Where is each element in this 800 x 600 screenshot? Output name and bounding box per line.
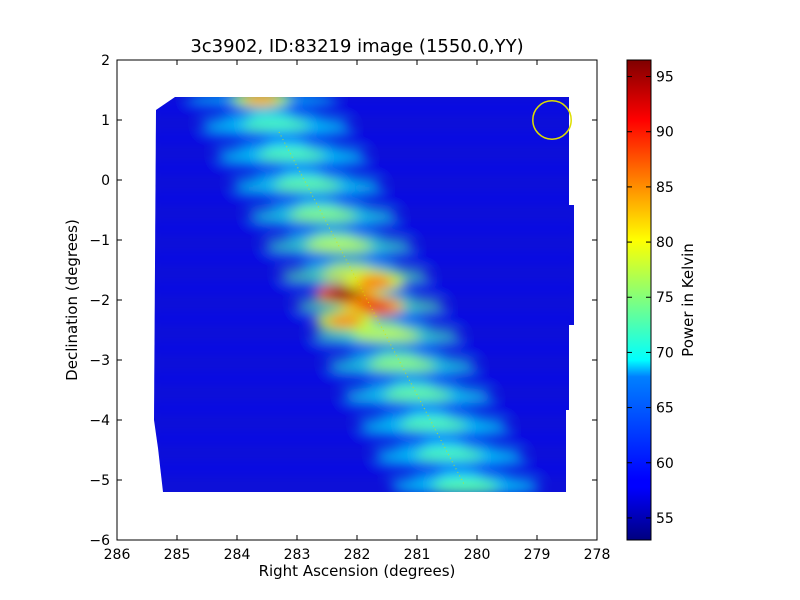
colorbar-tick-label: 65 — [656, 401, 674, 417]
chart-title: 3c3902, ID:83219 image (1550.0,YY) — [190, 36, 523, 57]
hotspot — [243, 97, 279, 105]
x-tick-label: 281 — [404, 547, 431, 563]
colorbar-tick-label: 55 — [656, 511, 674, 527]
y-tick-label: −6 — [89, 533, 110, 549]
x-tick-label: 284 — [224, 547, 251, 563]
heatmap — [154, 97, 574, 492]
heatmap-core — [432, 484, 501, 492]
x-tick-label: 286 — [104, 547, 131, 563]
heatmap-stripe — [154, 253, 574, 263]
y-tick-label: 1 — [101, 113, 110, 129]
x-tick-label: 282 — [344, 547, 371, 563]
x-tick-label: 283 — [284, 547, 311, 563]
colorbar-tick-label: 75 — [656, 290, 674, 306]
y-tick-label: −5 — [89, 473, 110, 489]
y-tick-label: 2 — [101, 53, 110, 69]
x-tick-label: 279 — [524, 547, 551, 563]
heatmap-stripe — [154, 163, 574, 173]
colorbar-ticks: 55 60 65 70 75 80 85 90 95 — [627, 70, 674, 527]
heatmap-stripe — [154, 463, 574, 473]
x-tick-label: 285 — [164, 547, 191, 563]
x-tick-label: 278 — [584, 547, 611, 563]
heatmap-stripe — [154, 103, 574, 113]
y-tick-label: −3 — [89, 353, 110, 369]
colorbar-label: Power in Kelvin — [679, 243, 697, 357]
y-tick-label: 0 — [101, 173, 110, 189]
heatmap-blobs — [154, 97, 574, 492]
y-tick-label: −2 — [89, 293, 110, 309]
colorbar-tick-label: 95 — [656, 70, 674, 86]
x-axis-label: Right Ascension (degrees) — [259, 562, 456, 580]
heatmap-stripe — [154, 223, 574, 233]
y-axis: −6 −5 −4 −3 −2 −1 0 1 2 — [89, 53, 597, 549]
heatmap-stripe — [154, 403, 574, 413]
colorbar — [626, 59, 652, 541]
x-tick-label: 280 — [464, 547, 491, 563]
heatmap-stripe — [154, 433, 574, 443]
colorbar-tick-label: 60 — [656, 456, 674, 472]
colorbar-tick-label: 90 — [656, 125, 674, 141]
heatmap-stripe — [154, 193, 574, 203]
heatmap-stripe — [154, 373, 574, 383]
colorbar-tick-label: 80 — [656, 235, 674, 251]
colorbar-tick-label: 70 — [656, 345, 674, 361]
y-tick-label: −4 — [89, 413, 110, 429]
hotspot — [357, 276, 393, 288]
y-axis-label: Declination (degrees) — [63, 219, 81, 381]
beam-circle — [532, 100, 572, 140]
hotspot — [357, 300, 393, 312]
heatmap-stripe — [154, 343, 574, 353]
colorbar-tick-label: 85 — [656, 180, 674, 196]
x-axis: 286 285 284 283 282 281 280 279 278 — [104, 60, 611, 563]
heatmap-stripe — [154, 133, 574, 143]
hotspot — [327, 315, 363, 327]
y-tick-label: −1 — [89, 233, 110, 249]
hotspot — [327, 288, 363, 300]
